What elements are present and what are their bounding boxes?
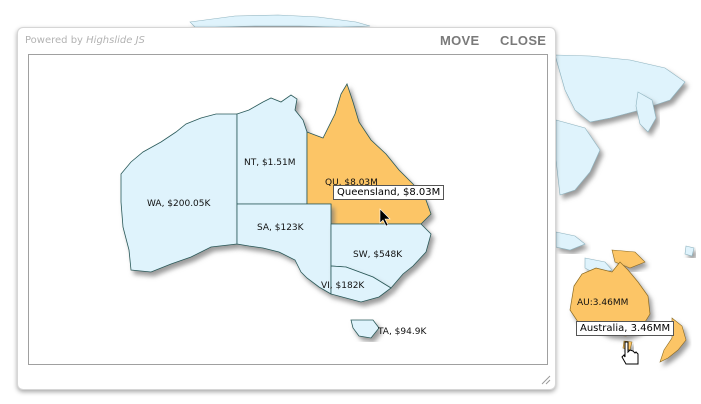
australia-map: WA, $200.05K NT, $1.51M QU, $8.03M SA, $…	[120, 83, 432, 339]
pacific-island[interactable]	[684, 245, 695, 257]
southeast-asia[interactable]	[555, 119, 601, 196]
region-sa[interactable]	[236, 203, 332, 295]
powered-prefix: Powered by	[25, 35, 83, 46]
label-wa: WA, $200.05K	[147, 199, 212, 209]
region-tooltip: Queensland, $8.03M	[333, 185, 445, 200]
hand-cursor-icon	[621, 341, 639, 365]
indonesia[interactable]	[555, 231, 586, 251]
move-button[interactable]: MOVE	[440, 33, 480, 48]
label-sw: SW, $548K	[353, 250, 403, 260]
region-vi[interactable]	[330, 265, 392, 303]
region-nt[interactable]	[236, 94, 308, 205]
region-wa[interactable]	[120, 113, 238, 273]
label-qu: QU, $8.03M	[325, 178, 378, 188]
arrow-cursor-icon	[379, 208, 391, 227]
region-ta[interactable]	[350, 319, 380, 339]
australia-tooltip: Australia, 3.46MM	[576, 321, 675, 336]
world-au-label: AU:3.46MM	[577, 298, 628, 308]
label-ta: TA, $94.9K	[377, 327, 427, 337]
asia-landmass[interactable]	[189, 14, 371, 28]
japan[interactable]	[635, 91, 657, 133]
region-qu[interactable]	[306, 83, 432, 225]
label-vi: VI, $182K	[321, 281, 365, 291]
popup-window[interactable]: Powered by Highslide JS MOVE CLOSE WA,	[17, 27, 556, 390]
map-frame: WA, $200.05K NT, $1.51M QU, $8.03M SA, $…	[28, 54, 548, 365]
close-button[interactable]: CLOSE	[500, 33, 547, 48]
new-zealand[interactable]	[659, 317, 687, 363]
powered-brand[interactable]: Highslide JS	[86, 35, 145, 46]
label-sa: SA, $123K	[257, 223, 305, 233]
label-nt: NT, $1.51M	[244, 158, 295, 168]
powered-by-credit[interactable]: Powered by Highslide JS	[25, 35, 145, 46]
asia-landmass-east[interactable]	[554, 54, 686, 123]
resize-grip-icon[interactable]	[541, 375, 551, 385]
